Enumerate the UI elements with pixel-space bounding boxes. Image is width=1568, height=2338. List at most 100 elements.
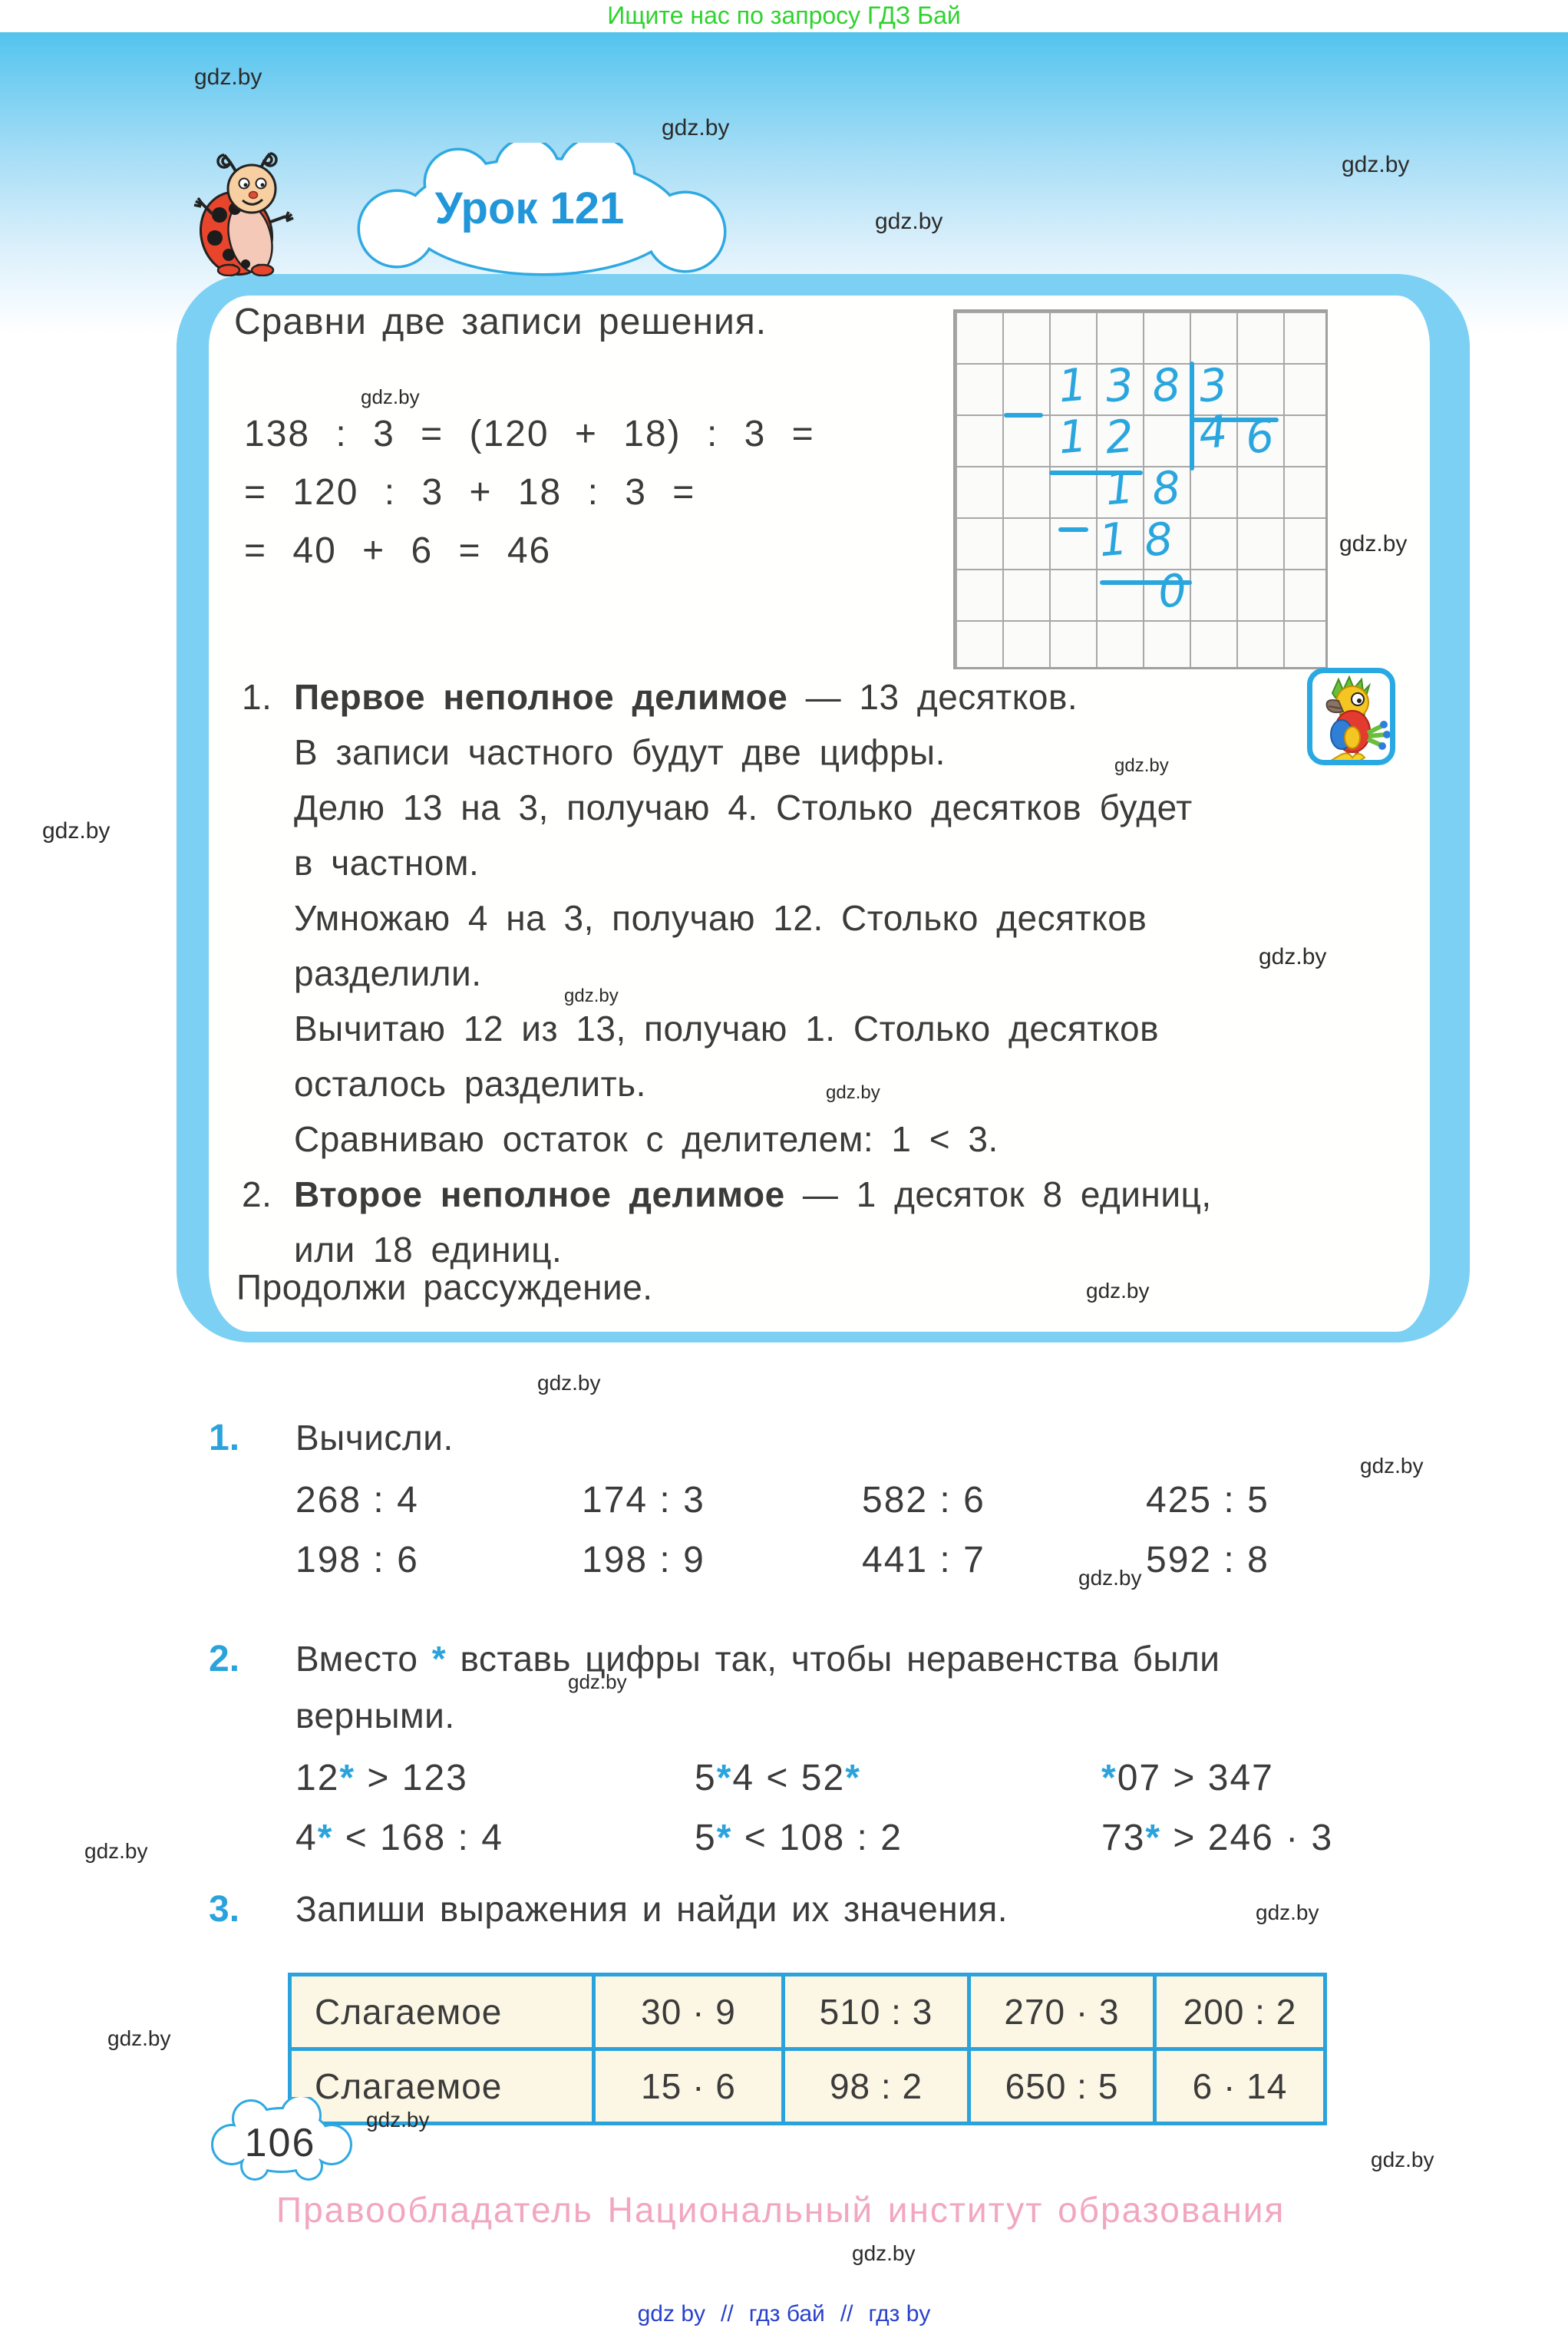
task1-number: 1. bbox=[209, 1418, 240, 1458]
lesson-cloud bbox=[357, 143, 727, 276]
division-horizontal-line bbox=[1004, 413, 1043, 418]
inequality-expression: 5*4 < 52* bbox=[695, 1758, 861, 1798]
equation-line: = 40 + 6 = 46 bbox=[244, 530, 552, 571]
handwritten-digit: 8 bbox=[1142, 512, 1175, 567]
task2-title-line2: верными. bbox=[295, 1696, 455, 1735]
asterisk-placeholder: * bbox=[716, 1818, 733, 1858]
explanation-line: или 18 единиц. bbox=[242, 1222, 1451, 1277]
parrot-icon bbox=[1325, 675, 1390, 760]
expression: 425 : 5 bbox=[1146, 1480, 1269, 1521]
handwritten-digit: 3 bbox=[1103, 358, 1136, 413]
parrot-badge bbox=[1307, 668, 1395, 765]
expression-cell: 15 · 6 bbox=[592, 2047, 785, 2125]
expression-cell: 98 : 2 bbox=[781, 2047, 971, 2125]
gdz-watermark: gdz.by bbox=[42, 818, 111, 844]
asterisk-placeholder: * bbox=[339, 1758, 356, 1798]
gdz-watermark: gdz.by bbox=[1339, 531, 1408, 556]
gdz-watermark: gdz.by bbox=[568, 1670, 627, 1693]
gdz-watermark: gdz.by bbox=[1371, 2148, 1434, 2171]
handwritten-digit: 1 bbox=[1056, 358, 1089, 413]
explanation-list: 1. Первое неполное делимое — 13 десятков.… bbox=[242, 669, 1451, 1277]
explanation-text: или 18 единиц. bbox=[294, 1230, 563, 1270]
explanation-text: Сравниваю остаток с делителем: 1 < 3. bbox=[294, 1119, 999, 1159]
copyright-text: Правообладатель Национальный институт об… bbox=[276, 2190, 1286, 2230]
page-number: 106 bbox=[244, 2121, 316, 2165]
inequality-expression: 5* < 108 : 2 bbox=[695, 1818, 903, 1858]
task2-row: 12* > 123 5*4 < 52* *07 > 347 bbox=[295, 1749, 1333, 1808]
gdz-watermark: gdz.by bbox=[564, 986, 619, 1006]
table-row: Слагаемое 30 · 9 510 : 3 270 · 3 200 : 2 bbox=[288, 1973, 1327, 2051]
explanation-line: в частном. bbox=[242, 835, 1451, 890]
explanation-text: — 13 десятков. bbox=[787, 677, 1078, 717]
handwritten-digit: 8 bbox=[1150, 461, 1183, 516]
expression-cell: 30 · 9 bbox=[592, 1973, 785, 2051]
footer-link[interactable]: гдз by bbox=[868, 2301, 931, 2326]
equation-line: 138 : 3 = (120 + 18) : 3 = bbox=[244, 414, 815, 454]
lesson-title: Урок 121 bbox=[434, 183, 625, 233]
gdz-watermark: gdz.by bbox=[194, 64, 262, 90]
asterisk-placeholder: * bbox=[1145, 1818, 1162, 1858]
asterisk-placeholder: * bbox=[716, 1758, 733, 1798]
gdz-watermark: gdz.by bbox=[1256, 1900, 1319, 1924]
expression: 174 : 3 bbox=[582, 1480, 705, 1521]
explanation-item-number: 1. bbox=[242, 677, 272, 717]
task1-title: Вычисли. bbox=[295, 1418, 454, 1458]
gdz-watermark: gdz.by bbox=[875, 209, 943, 234]
expression-cell: 650 : 5 bbox=[967, 2047, 1157, 2125]
task2-inequalities: 12* > 123 5*4 < 52* *07 > 347 4* < 168 : 4 5… bbox=[295, 1749, 1333, 1868]
gdz-watermark: gdz.by bbox=[84, 1839, 148, 1863]
explanation-line: В записи частного будут две цифры. bbox=[242, 725, 1451, 780]
row-label-cell: Слагаемое bbox=[288, 2047, 596, 2125]
footer-link[interactable]: гдз бай bbox=[748, 2301, 825, 2326]
expression-cell: 510 : 3 bbox=[781, 1973, 971, 2051]
asterisk-placeholder: * bbox=[1101, 1758, 1117, 1798]
gdz-watermark: gdz.by bbox=[1342, 152, 1410, 177]
explanation-line: Вычитаю 12 из 13, получаю 1. Столько дес… bbox=[242, 1001, 1451, 1056]
explanation-text: Делю 13 на 3, получаю 4. Столько десятко… bbox=[294, 788, 1193, 827]
task2-title-line1: Вместо * вставь цифры так, чтобы неравен… bbox=[295, 1639, 1220, 1679]
page-number-cloud bbox=[211, 2097, 352, 2181]
task1-row: 268 : 4 174 : 3 582 : 6 425 : 5 bbox=[295, 1471, 1269, 1531]
gdz-watermark: gdz.by bbox=[1360, 1454, 1424, 1478]
inequality-expression: *07 > 347 bbox=[1101, 1758, 1274, 1798]
link-separator: // bbox=[721, 2301, 734, 2326]
info-title: Сравни две записи решения. bbox=[234, 302, 767, 342]
task3-title: Запиши выражения и найди их значения. bbox=[295, 1889, 1008, 1929]
row-label-cell: Слагаемое bbox=[288, 1973, 596, 2051]
handwritten-digit: 8 bbox=[1150, 358, 1183, 413]
gdz-watermark: gdz.by bbox=[1259, 944, 1327, 969]
explanation-line: 2. Второе неполное делимое — 1 десяток 8 … bbox=[242, 1167, 1451, 1222]
handwritten-digit: 4 bbox=[1197, 405, 1230, 460]
promo-bar: Ищите нас по запросу ГДЗ Бай bbox=[0, 0, 1568, 32]
task1-row: 198 : 6 198 : 9 441 : 7 592 : 8 bbox=[295, 1531, 1269, 1590]
explanation-bold-text: Второе неполное делимое bbox=[294, 1174, 785, 1214]
equations-block: 138 : 3 = (120 + 18) : 3 = = 120 : 3 + 18… bbox=[244, 405, 815, 580]
inequality-expression: 12* > 123 bbox=[295, 1758, 468, 1798]
explanation-line: Сравниваю остаток с делителем: 1 < 3. bbox=[242, 1111, 1451, 1167]
asterisk-placeholder: * bbox=[845, 1758, 861, 1798]
equation-line: = 120 : 3 + 18 : 3 = bbox=[244, 472, 696, 513]
explanation-line: осталось разделить. bbox=[242, 1056, 1451, 1111]
promo-text: Ищите нас по запросу ГДЗ Бай bbox=[607, 2, 961, 29]
footer-link[interactable]: gdz by bbox=[637, 2301, 706, 2326]
expression: 441 : 7 bbox=[862, 1540, 985, 1580]
handwritten-digit: 0 bbox=[1156, 563, 1189, 619]
explanation-text: — 1 десяток 8 единиц, bbox=[784, 1174, 1212, 1214]
explanation-text: Умножаю 4 на 3, получаю 12. Столько деся… bbox=[294, 898, 1147, 938]
explanation-line: Умножаю 4 на 3, получаю 12. Столько деся… bbox=[242, 890, 1451, 946]
conclusion-text: Продолжи рассуждение. bbox=[236, 1267, 653, 1307]
explanation-item-number: 2. bbox=[242, 1174, 272, 1214]
division-horizontal-line bbox=[1049, 471, 1143, 475]
expression: 198 : 6 bbox=[295, 1540, 419, 1580]
expression-cell: 200 : 2 bbox=[1153, 1973, 1327, 2051]
gdz-watermark: gdz.by bbox=[662, 115, 730, 140]
gdz-watermark: gdz.by bbox=[1086, 1279, 1150, 1303]
gdz-watermark: gdz.by bbox=[107, 2026, 171, 2050]
division-horizontal-line bbox=[1192, 418, 1279, 422]
explanation-text: разделили. bbox=[294, 953, 482, 993]
task3-number: 3. bbox=[209, 1889, 240, 1930]
gdz-watermark: gdz.by bbox=[366, 2108, 430, 2132]
task2-number: 2. bbox=[209, 1639, 240, 1679]
task1-expressions: 268 : 4 174 : 3 582 : 6 425 : 5 198 : 6 198 :… bbox=[295, 1471, 1269, 1590]
